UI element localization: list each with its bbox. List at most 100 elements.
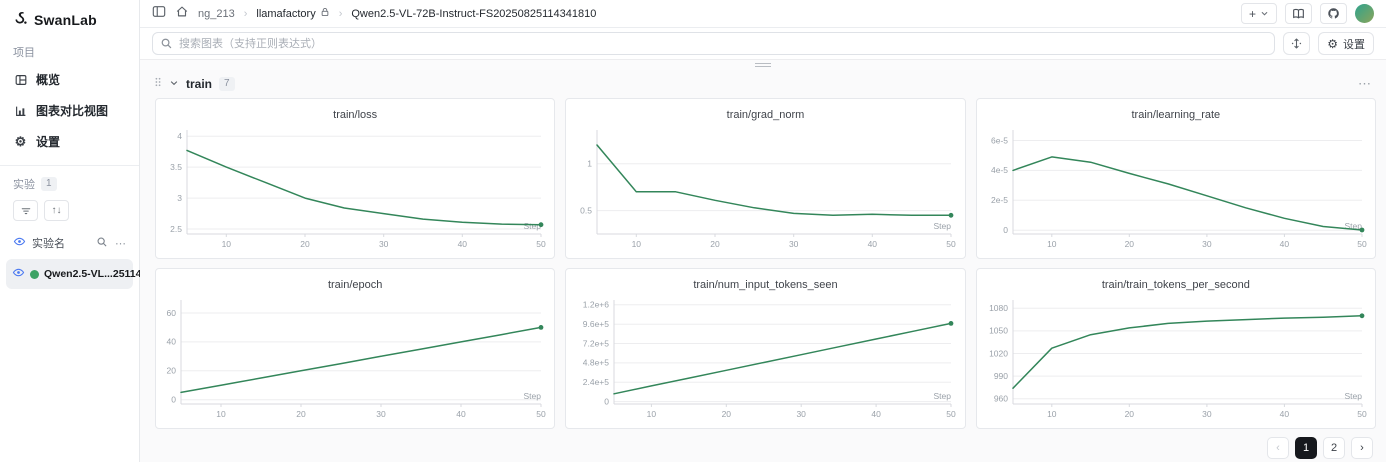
svg-text:7.2e+5: 7.2e+5 <box>583 338 610 348</box>
chart-search-input[interactable] <box>152 32 1276 55</box>
svg-text:30: 30 <box>1202 239 1212 249</box>
chart-title: train/learning_rate <box>1131 109 1221 121</box>
resize-charts-button[interactable] <box>1283 32 1311 55</box>
group-drag-handle-icon[interactable] <box>154 75 162 93</box>
experiment-list-header: 实验名 ⋯ <box>0 227 139 256</box>
group-count-badge: 7 <box>219 77 235 91</box>
gear-icon: ⚙ <box>14 133 27 149</box>
svg-text:0: 0 <box>605 396 610 406</box>
overview-icon <box>13 73 28 87</box>
line-chart-train-num-input-tokens-seen[interactable]: 0 2.4e+5 4.8e+5 7.2e+5 9.6e+5 1.2e+6 10 20 30 40 5… <box>567 294 963 424</box>
sidebar-item-settings[interactable]: ⚙ 设置 <box>0 126 139 157</box>
line-chart-train-grad-norm[interactable]: 0.5 1 10 20 30 40 50 Step <box>567 124 963 254</box>
github-button[interactable] <box>1320 3 1347 24</box>
prev-page-button[interactable]: ‹ <box>1267 437 1289 459</box>
svg-text:Step: Step <box>524 221 542 231</box>
svg-text:50: 50 <box>1357 409 1367 419</box>
line-chart-train-epoch[interactable]: 0 20 40 60 10 20 30 40 50 Step <box>157 294 553 424</box>
svg-text:40: 40 <box>458 239 468 249</box>
line-chart-train-learning-rate[interactable]: 0 2e-5 4e-5 6e-5 10 20 30 40 50 Step <box>978 124 1374 254</box>
home-icon[interactable] <box>175 5 189 23</box>
filter-button[interactable] <box>13 200 38 221</box>
svg-text:960: 960 <box>994 394 1008 404</box>
resize-vertical-icon <box>1292 38 1302 49</box>
chart-card-train-loss: train/loss 2.5 3 3.5 4 10 20 30 40 50 Step <box>155 98 556 259</box>
experiment-list-menu-icon[interactable]: ⋯ <box>115 237 126 250</box>
experiments-count-badge: 1 <box>41 177 57 191</box>
experiments-section-label: 实验 1 <box>0 170 139 196</box>
svg-text:30: 30 <box>789 239 799 249</box>
svg-text:4: 4 <box>177 131 182 141</box>
svg-text:6e-5: 6e-5 <box>991 135 1008 145</box>
chart-settings-button[interactable]: ⚙ 设置 <box>1318 32 1374 55</box>
logo-text: SwanLab <box>34 12 97 28</box>
svg-text:50: 50 <box>947 409 957 419</box>
breadcrumb-experiment[interactable]: Qwen2.5-VL-72B-Instruct-FS20250825114341… <box>351 7 597 20</box>
chart-card-train-grad-norm: train/grad_norm 0.5 1 10 20 30 40 50 Step <box>565 98 966 259</box>
svg-text:0: 0 <box>1003 225 1008 235</box>
chart-title: train/num_input_tokens_seen <box>693 279 838 291</box>
svg-text:Step: Step <box>934 221 952 231</box>
docs-button[interactable] <box>1285 3 1312 24</box>
new-button[interactable]: + <box>1240 3 1277 24</box>
line-chart-train-loss[interactable]: 2.5 3 3.5 4 10 20 30 40 50 Step <box>157 124 553 254</box>
experiment-item[interactable]: Qwen2.5-VL...25114341810 <box>6 259 177 289</box>
swan-icon <box>13 11 28 29</box>
chart-compare-icon <box>13 104 28 118</box>
chart-card-train-num-input-tokens-seen: train/num_input_tokens_seen 0 2.4e+5 4.8e+… <box>565 268 966 429</box>
eye-icon[interactable] <box>12 265 25 283</box>
svg-text:4e-5: 4e-5 <box>991 165 1008 175</box>
chart-card-train-train-tokens-per-second: train/train_tokens_per_second 960 990 1020… <box>975 268 1376 429</box>
svg-text:4.8e+5: 4.8e+5 <box>583 358 610 368</box>
svg-text:Step: Step <box>1344 221 1362 231</box>
sidebar: SwanLab 项目 概览 图表对比视图 ⚙ 设置 实验 1 <box>0 0 177 462</box>
avatar[interactable] <box>1355 4 1374 23</box>
svg-text:2.4e+5: 2.4e+5 <box>583 377 610 387</box>
chevron-down-icon <box>1261 11 1268 16</box>
search-experiments-icon[interactable] <box>96 236 108 251</box>
sidebar-item-overview[interactable]: 概览 <box>0 64 139 95</box>
svg-text:1: 1 <box>588 159 593 169</box>
svg-text:20: 20 <box>300 239 310 249</box>
splitter-drag-handle[interactable] <box>755 62 771 69</box>
breadcrumb-separator: › <box>338 7 343 20</box>
breadcrumb-project[interactable]: llamafactory <box>256 7 329 20</box>
svg-text:10: 10 <box>216 409 226 419</box>
next-page-button[interactable]: › <box>1351 437 1373 459</box>
svg-text:Step: Step <box>524 391 542 401</box>
svg-text:3: 3 <box>177 193 182 203</box>
svg-text:10: 10 <box>647 409 657 419</box>
svg-text:30: 30 <box>797 409 807 419</box>
svg-text:40: 40 <box>868 239 878 249</box>
sort-button[interactable]: ↑↓ <box>44 200 69 221</box>
svg-text:20: 20 <box>1124 239 1134 249</box>
group-name: train <box>186 77 213 91</box>
lock-icon <box>320 7 330 20</box>
svg-text:30: 30 <box>1202 409 1212 419</box>
svg-text:20: 20 <box>722 409 732 419</box>
svg-text:20: 20 <box>296 409 306 419</box>
sidebar-item-chart-compare[interactable]: 图表对比视图 <box>0 95 139 126</box>
book-icon <box>1293 8 1304 19</box>
svg-text:10: 10 <box>1047 409 1057 419</box>
eye-icon[interactable] <box>13 236 26 250</box>
svg-text:10: 10 <box>1047 239 1057 249</box>
chart-title: train/train_tokens_per_second <box>1101 279 1250 291</box>
group-collapse-icon[interactable] <box>169 75 179 93</box>
experiment-color-dot <box>30 269 39 279</box>
svg-text:2.5: 2.5 <box>170 224 182 234</box>
page-button-2[interactable]: 2 <box>1323 437 1345 459</box>
breadcrumb-workspace[interactable]: ng_213 <box>198 7 235 20</box>
group-menu-icon[interactable]: ⋯ <box>1358 76 1372 91</box>
svg-text:990: 990 <box>994 371 1008 381</box>
svg-text:60: 60 <box>167 308 177 318</box>
page-button-1[interactable]: 1 <box>1295 437 1317 459</box>
collapse-sidebar-icon[interactable] <box>152 5 166 23</box>
svg-text:50: 50 <box>536 239 546 249</box>
nav-label: 图表对比视图 <box>36 104 109 118</box>
swanlab-logo[interactable]: SwanLab <box>0 6 139 38</box>
chart-title: train/loss <box>333 109 378 121</box>
chart-search-row: ⚙ 设置 <box>140 28 1386 59</box>
